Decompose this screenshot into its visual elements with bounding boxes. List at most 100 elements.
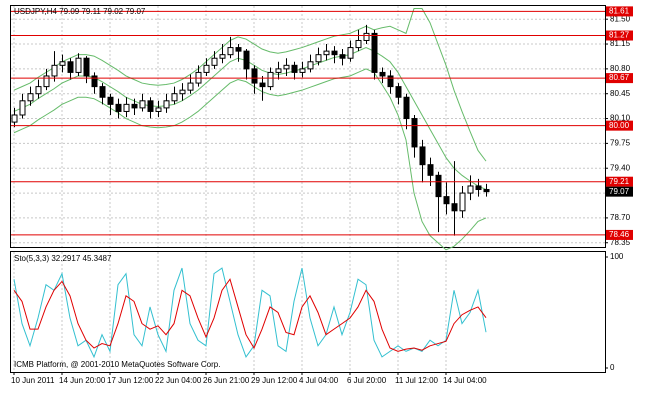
candle-body [355,39,362,49]
y-tick-label: 81.15 [610,39,631,48]
candle-body [259,82,266,88]
candle-body [467,185,474,194]
x-tick-label: 22 Jun 04:00 [155,376,202,385]
candle-body [411,118,418,148]
candle-body [131,103,138,109]
candle-body [27,93,34,102]
candle-body [35,86,42,95]
level-label-box [606,120,633,131]
level-label: 81.61 [609,6,630,15]
candle-body [443,196,450,205]
level-label-box [606,229,633,240]
candle-body [75,57,82,73]
candle-body [155,107,162,112]
candle-body [163,100,170,109]
level-label: 80.67 [609,73,630,82]
level-label: 81.27 [609,31,630,40]
y-tick-label: 78.35 [610,238,631,247]
candle-body [19,100,26,116]
candle-body [243,50,250,70]
candle-body [419,146,426,166]
level-label-box [606,176,633,187]
level-label-box [606,30,633,41]
candle-body [427,164,434,176]
x-tick-label: 14 Jul 04:00 [443,376,487,385]
candle-body [483,189,490,193]
candle-body [299,68,306,73]
candle-body [323,50,330,56]
oscillator-line [13,278,487,352]
candle-body [171,93,178,102]
y-tick-label: 80.10 [610,114,631,123]
candle-body [363,32,370,41]
price-pane [10,5,606,248]
candle-body [347,47,354,59]
candle-body [147,100,154,112]
x-tick-label: 4 Jul 04:00 [299,376,339,385]
y-tick-label: 81.50 [610,14,631,23]
candle-body [179,89,186,95]
x-tick-label: 17 Jun 12:00 [107,376,154,385]
candle-body [203,64,210,73]
y-tick-label: 78.70 [610,213,631,222]
candle-body [235,47,242,52]
candle-body [331,50,338,56]
candle-body [59,61,66,66]
band-line [13,8,487,162]
x-tick-label: 11 Jul 12:00 [395,376,439,385]
candle-body [11,114,18,123]
candle-body [435,174,442,198]
y-tick-label: 79.75 [610,138,631,147]
band-line [13,68,487,251]
y-tick-label: 79.40 [610,163,631,172]
candle-body [387,75,394,88]
candle-body [51,64,58,77]
current-price-label: 79.07 [609,187,630,196]
y-tick-label: 100 [610,252,624,261]
candle-body [107,96,114,105]
x-tick-label: 10 Jun 2011 [11,376,55,385]
indicator-title: Sto(5,3,3) 32.2917 45.3487 [14,254,112,263]
candle-body [67,61,74,73]
candle-body [115,103,122,112]
candle-body [275,68,282,73]
oscillator-pane [10,251,606,373]
level-label-box [606,73,633,84]
candle-body [283,64,290,70]
candle-body [99,86,106,98]
oscillator-line [13,267,487,359]
candle-body [251,68,258,84]
candle-body [403,96,410,120]
candle-body [459,192,466,212]
candle-body [379,71,386,77]
candle-body [475,185,482,191]
candle-body [267,71,274,88]
x-tick-label: 6 Jul 20:00 [347,376,387,385]
candle-body [91,75,98,88]
candle-body [211,57,218,66]
candle-body [339,54,346,59]
candle-body [219,54,226,59]
candle-body [123,103,130,112]
candle-body [227,47,234,56]
candle-body [315,54,322,63]
candle-body [291,64,298,73]
chart-title: USDJPY,H4 79.09 79.11 79.02 79.07 [14,7,146,16]
current-price-box [606,186,633,197]
x-tick-label: 29 Jun 12:00 [251,376,298,385]
y-tick-label: 0 [610,363,615,372]
x-tick-label: 26 Jun 21:00 [203,376,250,385]
candle-body [83,57,90,77]
candle-body [43,75,50,88]
level-label: 78.46 [609,230,630,239]
level-label-box [606,6,633,17]
y-tick-label: 80.45 [610,89,631,98]
level-label: 79.21 [609,177,630,186]
level-label: 80.00 [609,121,630,130]
x-tick-label: 14 Jun 20:00 [59,376,106,385]
candle-body [307,61,314,70]
candle-body [139,100,146,109]
candle-body [451,203,458,212]
